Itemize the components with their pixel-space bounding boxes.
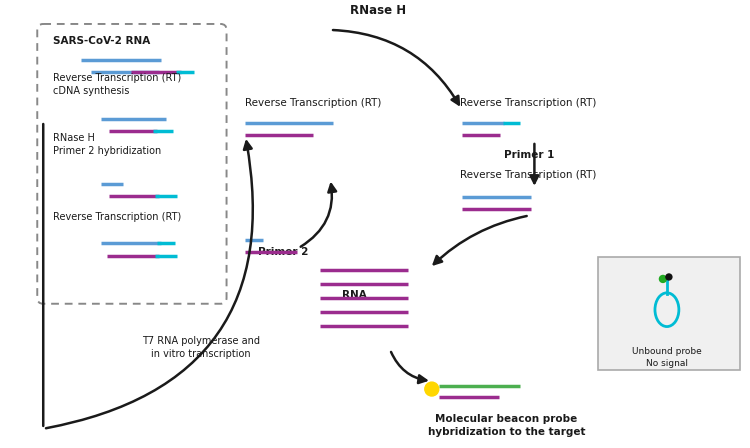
Circle shape bbox=[659, 276, 667, 282]
FancyBboxPatch shape bbox=[598, 257, 740, 370]
Text: RNase H
Primer 2 hybridization: RNase H Primer 2 hybridization bbox=[53, 133, 161, 156]
Text: SARS-CoV-2 RNA: SARS-CoV-2 RNA bbox=[53, 36, 151, 46]
Circle shape bbox=[666, 274, 672, 280]
Text: Primer 1: Primer 1 bbox=[503, 150, 554, 160]
Text: Reverse Transcription (RT): Reverse Transcription (RT) bbox=[245, 98, 382, 108]
Text: Reverse Transcription (RT)
cDNA synthesis: Reverse Transcription (RT) cDNA synthesi… bbox=[53, 73, 182, 96]
Text: T7 RNA polymerase and
in vitro transcription: T7 RNA polymerase and in vitro transcrip… bbox=[142, 336, 260, 359]
Text: Primer 2: Primer 2 bbox=[259, 247, 309, 257]
Circle shape bbox=[424, 382, 439, 396]
Text: Reverse Transcription (RT): Reverse Transcription (RT) bbox=[460, 98, 596, 108]
Text: Molecular beacon probe
hybridization to the target: Molecular beacon probe hybridization to … bbox=[427, 414, 585, 437]
Text: Reverse Transcription (RT): Reverse Transcription (RT) bbox=[460, 170, 596, 180]
Text: Unbound probe
No signal: Unbound probe No signal bbox=[632, 347, 702, 368]
Text: RNA: RNA bbox=[342, 290, 367, 300]
Text: RNase H: RNase H bbox=[350, 4, 406, 17]
Text: Reverse Transcription (RT): Reverse Transcription (RT) bbox=[53, 212, 182, 222]
